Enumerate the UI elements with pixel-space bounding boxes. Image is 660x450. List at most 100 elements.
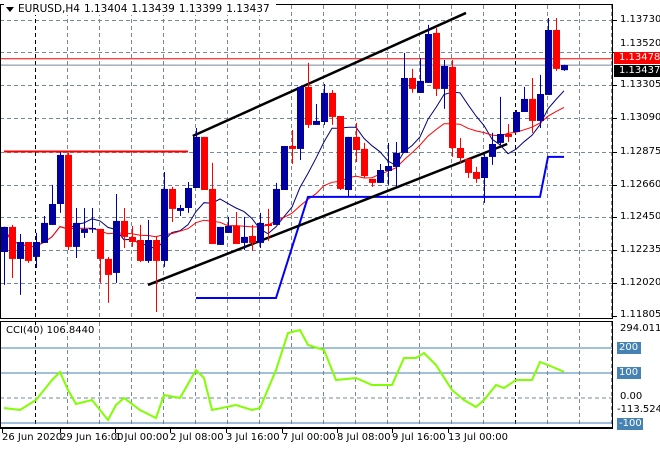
time-label: 8 Jul 08:00 [337,432,391,443]
time-label: 26 Jun 2020 [2,432,63,443]
bear-candle [529,98,536,121]
bear-candle [201,136,208,190]
candles [1,18,568,312]
bear-candle [105,258,112,275]
bull-candle [81,228,88,233]
bull-candle [377,170,384,183]
bull-candle [241,236,248,243]
cci-level-minus100: -100 [617,418,643,430]
bear-candle [265,224,272,226]
indicator-lines [0,11,613,299]
price-label: 1.13520 [620,38,660,50]
symbol: EURUSD,H4 [18,3,80,15]
bear-candle [465,158,472,173]
trendline [192,11,467,138]
bull-candle [441,66,448,89]
bear-candle [97,228,104,259]
bear-candle [249,236,256,243]
bull-candle [297,86,304,149]
bull-candle [281,146,288,190]
bear-candle [449,66,456,148]
bull-candle [417,80,424,93]
time-label: 1 Jul 00:00 [115,432,169,443]
bull-candle [185,188,192,208]
cci-max-label: 294.0114 [620,323,660,334]
bull-candle [273,188,280,225]
bull-candle [177,208,184,211]
cci-title: CCI(40) 106.8440 [4,325,97,336]
chart-title: EURUSD,H4 1.13404 1.13439 1.13399 1.13437 [4,3,276,15]
bear-candle [457,148,464,158]
bull-candle [89,228,96,230]
bear-candle [289,146,296,149]
bear-candle [505,134,512,137]
cci-indicator [3,328,565,422]
cci-level-100: 100 [617,367,641,379]
bull-candle [313,120,320,125]
high-price: 1.13439 [131,3,175,15]
trendline [147,142,508,287]
cci-level-200: 200 [617,342,641,354]
bull-candle [537,94,544,121]
bear-candle [169,188,176,209]
bull-candle [401,78,408,153]
bear-candle [129,236,136,242]
bear-candle [353,136,360,150]
bid-price-tag: 1.13437 [614,65,660,77]
bull-candle [57,154,64,204]
time-label: 13 Jul 00:00 [448,432,508,443]
price-label: 1.12235 [620,244,660,255]
bull-candle [497,134,504,143]
price-label: 1.12660 [620,178,660,190]
bear-candle [433,32,440,89]
bear-candle [329,92,336,117]
bull-candle [41,222,48,243]
price-label: 1.12875 [620,145,660,157]
bear-candle [409,78,416,89]
bear-candle [553,30,560,69]
ask-price-tag: 1.13478 [614,52,660,64]
bull-candle [73,222,80,247]
bear-candle [65,154,72,247]
bull-candle [513,112,520,132]
bull-candle [217,226,224,245]
bear-candle [209,188,216,244]
bull-candle [49,204,56,225]
time-label: 3 Jul 16:00 [226,432,280,443]
cci-level-0: 0.00 [620,391,643,402]
fast-ma-line [3,90,565,251]
close-price: 1.13437 [226,3,270,15]
cci-plot-border [0,321,613,428]
bull-candle [193,136,200,188]
price-label: 1.12450 [620,210,660,222]
price-label: 1.12020 [620,277,660,289]
bull-candle [17,242,24,259]
cci-min-label: -113.5241 [617,404,660,415]
cci-line [3,328,565,422]
low-price: 1.13399 [178,3,223,15]
bear-candle [337,116,344,189]
time-label: 7 Jul 00:00 [282,432,336,443]
bear-candle [233,226,240,244]
step-indicator-line [196,155,564,299]
bear-candle [153,240,160,261]
bull-candle [321,92,328,122]
bull-candle [385,166,392,171]
bear-candle [25,242,32,261]
price-label: 1.13305 [620,79,660,91]
bull-candle [345,136,352,190]
triangle-down-icon[interactable] [6,6,14,12]
price-label: 1.13090 [620,112,660,124]
bull-candle [33,242,40,257]
bear-candle [369,178,376,183]
bull-candle [225,226,232,233]
bull-candle [145,240,152,261]
bull-candle [545,30,552,95]
bull-candle [113,220,120,273]
main-plot-border [0,4,613,319]
bear-candle [361,148,368,176]
bull-candle [425,34,432,83]
bear-candle [137,240,144,261]
bull-candle [1,226,8,252]
